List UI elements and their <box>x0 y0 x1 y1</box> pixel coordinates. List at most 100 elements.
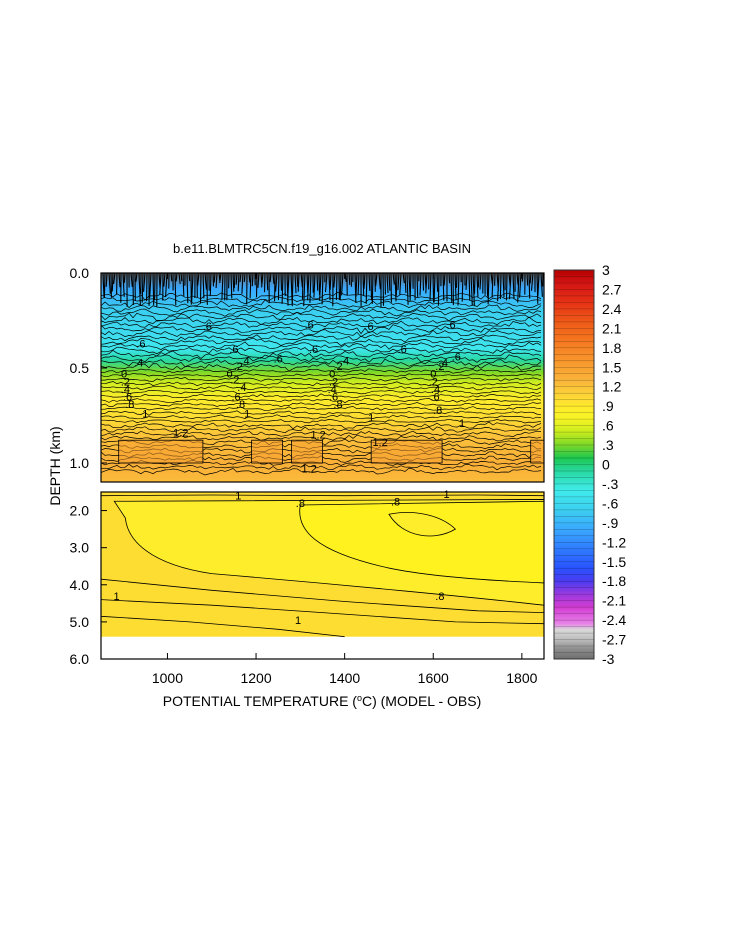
colorbar-label: -.3 <box>602 476 619 492</box>
upper-contour-line <box>101 324 542 335</box>
x-tick-label: 1600 <box>418 670 449 686</box>
lower-inner-patch <box>388 511 457 537</box>
upper-contour-label: .2 <box>121 376 130 388</box>
lower-panel: 1 .8 .8 1 1 .8 1 <box>100 489 545 660</box>
upper-contour-label: 1 <box>368 412 374 424</box>
colorbar-label: -1.8 <box>602 573 626 589</box>
upper-contour-label: .2 <box>435 361 444 373</box>
upper-contour-line <box>101 381 542 387</box>
colorbar-label: -.9 <box>602 515 619 531</box>
lower-contour-line <box>101 599 544 625</box>
upper-contour-line <box>101 406 542 412</box>
upper-contour-label: .6 <box>229 344 238 356</box>
upper-contour-label: 1 <box>142 409 148 421</box>
surface-noise <box>101 273 544 307</box>
upper-contour-label: .6 <box>203 321 212 333</box>
colorbar-label: 2.7 <box>602 281 622 297</box>
upper-contour-line <box>101 320 542 328</box>
upper-contour-label: .4 <box>134 357 143 369</box>
y-tick-label: 5.0 <box>70 614 90 630</box>
upper-contour-line <box>101 410 542 416</box>
lower-contour-line <box>101 494 544 497</box>
lower-contour-label: 1 <box>443 489 449 501</box>
upper-contour-label: 1 <box>459 418 465 430</box>
upper-contour-label: .2 <box>429 376 438 388</box>
upper-contour-label: 1.2 <box>302 464 317 476</box>
upper-contour-line <box>101 393 542 399</box>
y-tick-label: 4.0 <box>70 577 90 593</box>
colorbar-label: .6 <box>602 418 614 434</box>
upper-contour-label: .8 <box>125 399 134 411</box>
upper-contour-label: .6 <box>123 392 132 404</box>
upper-contour-line <box>101 426 542 434</box>
upper-contour-label: .6 <box>305 319 314 331</box>
y-tick-label: 0.0 <box>70 265 90 281</box>
y-tick-label: 6.0 <box>70 651 90 667</box>
colorbar-label: 2.4 <box>602 301 622 317</box>
upper-contour-label: 0 <box>121 369 127 381</box>
upper-contour-line <box>101 418 542 424</box>
x-tick-label: 1000 <box>152 670 183 686</box>
colorbar-label: -1.5 <box>602 554 626 570</box>
colorbar-labels: 3 2.7 2.4 2.1 1.8 1.5 1.2 .9 .6 .3 0 -.3 -.6 -.9 -1.2 -… <box>602 262 626 667</box>
colorbar-fill <box>554 270 594 659</box>
lower-contours <box>101 494 544 638</box>
upper-contour-label: .2 <box>234 361 243 373</box>
y-tick-label: 1.0 <box>70 455 90 471</box>
upper-contour-label: .6 <box>274 354 283 366</box>
upper-contour-label: .4 <box>240 355 249 367</box>
upper-contour-line <box>101 292 542 301</box>
x-tick-label: 1800 <box>506 670 537 686</box>
upper-contour-line <box>101 376 542 382</box>
upper-contour-line <box>101 304 542 313</box>
upper-contour-line <box>101 358 542 368</box>
upper-contour-line <box>101 308 542 317</box>
upper-contour-line <box>101 368 542 374</box>
upper-contour-line <box>101 430 542 438</box>
upper-contour-line <box>101 316 541 326</box>
lower-contour-line <box>101 615 345 638</box>
colorbar: 3 2.7 2.4 2.1 1.8 1.5 1.2 .9 .6 .3 0 -.3 -.6 -.9 -1.2 -… <box>553 262 626 667</box>
colorbar-label: 0 <box>602 457 610 473</box>
upper-contour-line <box>101 349 542 359</box>
upper-lens-patch <box>370 439 443 464</box>
colorbar-label: -1.2 <box>602 534 626 550</box>
upper-lens-patch <box>251 439 284 464</box>
upper-contour-label: .6 <box>364 321 373 333</box>
upper-contour-line <box>101 354 542 363</box>
upper-contour-label: 1.2 <box>310 430 325 442</box>
upper-contour-line <box>101 337 542 347</box>
upper-contour-label: 0 <box>430 369 436 381</box>
upper-contour-label: 0 <box>329 369 335 381</box>
upper-contour-label: .2 <box>333 361 342 373</box>
upper-contour-line <box>101 296 542 304</box>
upper-contour-label: 1.2 <box>173 428 188 440</box>
y-axis-label: DEPTH (km) <box>47 426 63 505</box>
x-tick-label: 1200 <box>240 670 271 686</box>
x-axis-label: POTENTIAL TEMPERATURE (oC) (MODEL - OBS) <box>163 693 482 709</box>
upper-contour-label: 0 <box>226 369 232 381</box>
y-tick-label: 3.0 <box>70 540 90 556</box>
upper-contour-label: .2 <box>329 376 338 388</box>
upper-contour-line <box>101 421 542 430</box>
upper-contour-label: .8 <box>433 405 442 417</box>
upper-contour-label: .6 <box>446 319 455 331</box>
chart-title: b.e11.BLMTRC5CN.f19_g16.002 ATLANTIC BAS… <box>173 241 471 256</box>
colorbar-label: 3 <box>602 262 610 278</box>
upper-contour-label: .4 <box>121 384 130 396</box>
colorbar-label: -2.4 <box>602 612 626 628</box>
upper-contour-label: .4 <box>431 384 440 396</box>
upper-lens-patch <box>530 439 544 464</box>
colorbar-bands <box>554 276 594 653</box>
lower-contour-label: .8 <box>435 591 444 603</box>
x-axis-label-part-1: POTENTIAL TEMPERATURE ( <box>163 693 358 709</box>
x-axis-label-degree: o <box>357 693 362 703</box>
upper-contour-line <box>101 414 542 420</box>
lower-bright-region <box>299 500 544 584</box>
lower-contour-label: .8 <box>296 498 305 510</box>
upper-contour-label: .4 <box>237 382 246 394</box>
upper-contour-label: 1.2 <box>372 437 387 449</box>
upper-contour-line <box>101 362 542 372</box>
